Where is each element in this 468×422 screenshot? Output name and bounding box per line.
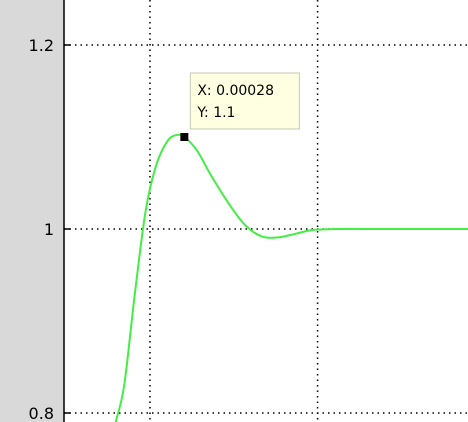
data-tip[interactable]: X: 0.00028 Y: 1.1 xyxy=(189,72,300,130)
y-tick-label-1: 1 xyxy=(44,220,54,239)
data-tip-box xyxy=(189,72,300,130)
y-tick-label-2: 1.2 xyxy=(29,36,54,55)
y-ticks: 0.8 1 1.2 xyxy=(29,36,70,422)
data-tip-y-label: Y: 1.1 xyxy=(196,105,235,121)
data-tip-marker[interactable] xyxy=(180,133,189,141)
y-tick-label-0: 0.8 xyxy=(29,404,54,422)
series-line xyxy=(114,133,468,422)
data-tip-x-label: X: 0.00028 xyxy=(197,83,274,99)
plot-area xyxy=(64,0,468,422)
